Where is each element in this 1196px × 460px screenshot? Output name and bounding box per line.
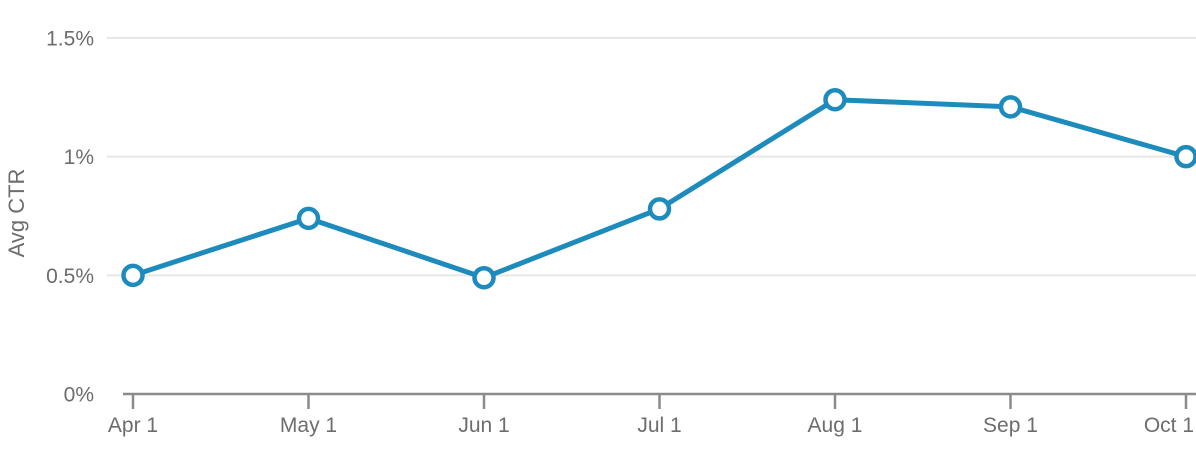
- x-tick-label: Sep 1: [983, 414, 1038, 437]
- y-tick-label: 0.5%: [46, 265, 94, 288]
- data-point-marker[interactable]: [121, 263, 145, 288]
- y-tick-label: 1.5%: [46, 28, 94, 51]
- data-point-marker[interactable]: [472, 265, 496, 290]
- data-point-marker[interactable]: [1174, 144, 1196, 169]
- x-tick-label: Jun 1: [458, 414, 509, 437]
- x-tick-label: Oct 1: [1144, 414, 1194, 437]
- ctr-series-line: [130, 97, 1189, 281]
- x-tick-label: May 1: [280, 414, 337, 437]
- x-tick-label: Apr 1: [108, 414, 158, 437]
- data-point-marker[interactable]: [823, 87, 847, 112]
- y-tick-label: 0%: [64, 384, 94, 407]
- x-tick-label: Jul 1: [637, 414, 681, 437]
- data-point-marker[interactable]: [296, 206, 321, 231]
- data-point-marker[interactable]: [647, 197, 672, 221]
- y-axis-title: Avg CTR: [4, 169, 29, 258]
- y-tick-label: 1%: [64, 146, 94, 169]
- data-point-marker[interactable]: [998, 95, 1023, 119]
- x-tick-label: Aug 1: [808, 414, 863, 437]
